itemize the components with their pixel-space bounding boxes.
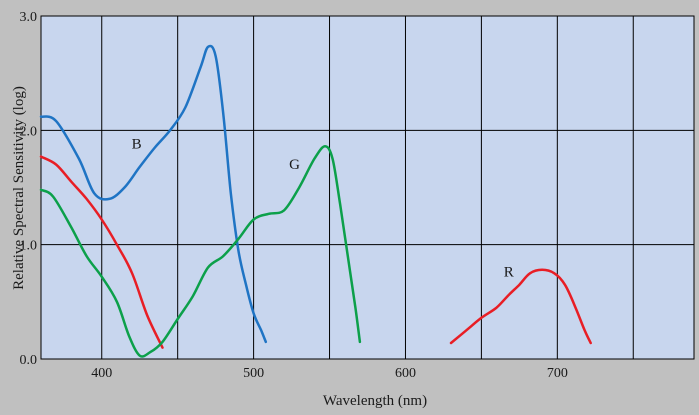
x-axis-title: Wavelength (nm)	[323, 393, 427, 409]
y-tick-label: 0.0	[20, 353, 38, 368]
plot-frame	[40, 15, 695, 360]
series-label-g: G	[289, 157, 300, 173]
series-lines	[39, 44, 592, 358]
series-line-b	[39, 44, 268, 344]
x-tick-label: 600	[395, 366, 416, 381]
plot-area	[41, 16, 694, 359]
y-tick-label: 1.0	[20, 239, 38, 254]
series-line-g	[39, 145, 362, 358]
y-tick-label: 3.0	[20, 10, 38, 25]
tick-labels: 400 500 600 700 0.0 1.0 2.0 3.0	[20, 10, 568, 381]
x-tick-label: 500	[243, 366, 264, 381]
series-label-b: B	[132, 137, 142, 153]
grid-lines	[40, 15, 695, 360]
y-tick-label: 2.0	[20, 124, 38, 139]
x-tick-label: 400	[91, 366, 112, 381]
series-line-r	[449, 268, 592, 345]
x-tick-label: 700	[547, 366, 568, 381]
series-line-red-1	[39, 155, 164, 349]
series-labels: B G R	[132, 137, 514, 281]
y-axis-title: Relative Spectral Sensitivity (log)	[11, 86, 27, 290]
series-label-r: R	[504, 265, 514, 281]
